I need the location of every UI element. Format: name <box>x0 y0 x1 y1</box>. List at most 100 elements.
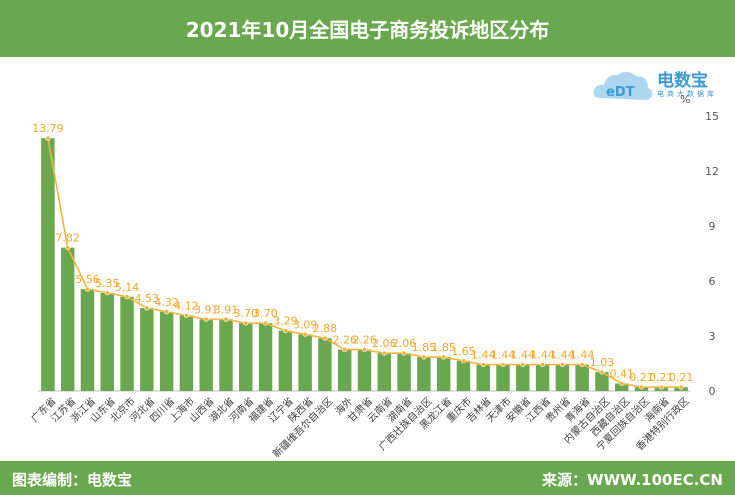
trend-point <box>658 384 664 390</box>
bar <box>337 349 352 391</box>
bar <box>555 364 570 391</box>
y-tick-label: 15 <box>705 110 719 123</box>
value-label: 1.44 <box>530 349 555 362</box>
trend-point <box>500 362 506 368</box>
trend-point <box>579 362 585 368</box>
trend-point <box>639 384 645 390</box>
bar <box>377 353 392 391</box>
trend-point <box>282 328 288 334</box>
footer-credit: 图表编制：电数宝 <box>12 471 133 489</box>
trend-point <box>401 350 407 356</box>
trend-point <box>144 305 150 311</box>
bar <box>159 311 174 391</box>
bar <box>278 330 293 391</box>
value-label: 2.88 <box>313 322 338 335</box>
value-label: 5.14 <box>115 281 140 294</box>
value-label: 1.85 <box>431 341 456 354</box>
bar <box>595 372 609 391</box>
trend-point <box>65 245 71 251</box>
value-label: 7.82 <box>55 232 80 245</box>
bar <box>476 364 490 391</box>
trend-point <box>302 331 308 337</box>
trend-point <box>45 135 51 141</box>
value-label: 0.21 <box>629 371 654 384</box>
value-label: 3.70 <box>253 307 278 320</box>
bar <box>496 364 510 391</box>
value-label: 1.03 <box>590 356 615 369</box>
bar <box>120 296 134 391</box>
bar <box>140 307 154 391</box>
bar <box>456 360 471 391</box>
value-label: 1.44 <box>550 349 575 362</box>
bar <box>535 364 550 391</box>
value-label: 5.35 <box>95 277 120 290</box>
trend-point <box>460 358 466 364</box>
trend-point <box>421 354 427 360</box>
value-label: 4.12 <box>174 299 199 312</box>
y-axis-unit: % <box>680 93 691 106</box>
chart-title: 2021年10月全国电子商务投诉地区分布 <box>185 18 550 42</box>
y-tick-label: 9 <box>709 220 716 233</box>
value-label: 4.32 <box>154 296 179 309</box>
trend-point <box>619 380 625 386</box>
trend-point <box>164 309 170 315</box>
trend-point <box>84 286 90 292</box>
bar <box>41 138 55 391</box>
chart-footer: 图表编制：电数宝 来源：WWW.100EC.CN <box>0 461 735 495</box>
trend-point <box>203 316 209 322</box>
value-label: 3.29 <box>273 315 298 328</box>
trend-point <box>342 347 348 353</box>
footer-source: 来源：WWW.100EC.CN <box>542 471 723 489</box>
bar <box>298 334 312 391</box>
bar <box>239 323 253 391</box>
logo-subtitle: 电商大数据库 <box>657 90 717 98</box>
bar <box>80 289 95 391</box>
value-label: 0.21 <box>649 371 674 384</box>
value-label: 0.21 <box>669 371 694 384</box>
y-tick-label: 12 <box>705 165 719 178</box>
bar <box>397 353 411 391</box>
value-label: 1.44 <box>511 349 536 362</box>
cloud-logo-icon: eDT <box>593 71 653 100</box>
value-label: 4.53 <box>135 292 160 305</box>
bar <box>417 357 431 391</box>
value-label: 3.70 <box>234 307 259 320</box>
trend-point <box>441 354 447 360</box>
value-label: 1.44 <box>570 349 595 362</box>
trend-point <box>124 294 130 300</box>
trend-point <box>559 362 565 368</box>
bar <box>516 364 530 391</box>
value-label: 2.26 <box>332 334 357 347</box>
trend-point <box>480 362 486 368</box>
trend-point <box>599 369 605 375</box>
value-label: 2.06 <box>372 337 397 350</box>
bar <box>258 323 273 391</box>
value-label: 3.91 <box>194 303 219 316</box>
value-label: 1.44 <box>491 349 516 362</box>
trend-point <box>678 384 684 390</box>
logo-name: 电数宝 <box>657 71 708 91</box>
bar <box>179 315 194 391</box>
y-tick-label: 6 <box>709 275 716 288</box>
bar <box>318 338 332 391</box>
trend-point <box>223 316 229 322</box>
bar <box>575 364 589 391</box>
value-label: 5.56 <box>75 273 100 286</box>
value-label: 1.44 <box>471 349 496 362</box>
value-label: 3.09 <box>293 318 318 331</box>
value-label: 1.85 <box>412 341 437 354</box>
bar <box>357 349 372 391</box>
trend-point <box>243 320 249 326</box>
y-tick-label: 3 <box>709 330 716 343</box>
trend-point <box>263 320 269 326</box>
trend-point <box>104 290 110 296</box>
bar <box>199 319 213 391</box>
bar <box>60 247 75 391</box>
trend-point <box>361 347 367 353</box>
trend-point <box>540 362 546 368</box>
logo-mark: eDT <box>606 85 635 100</box>
value-label: 2.06 <box>392 337 417 350</box>
y-tick-label: 0 <box>709 385 716 398</box>
trend-point <box>183 312 189 318</box>
trend-point <box>322 335 328 341</box>
